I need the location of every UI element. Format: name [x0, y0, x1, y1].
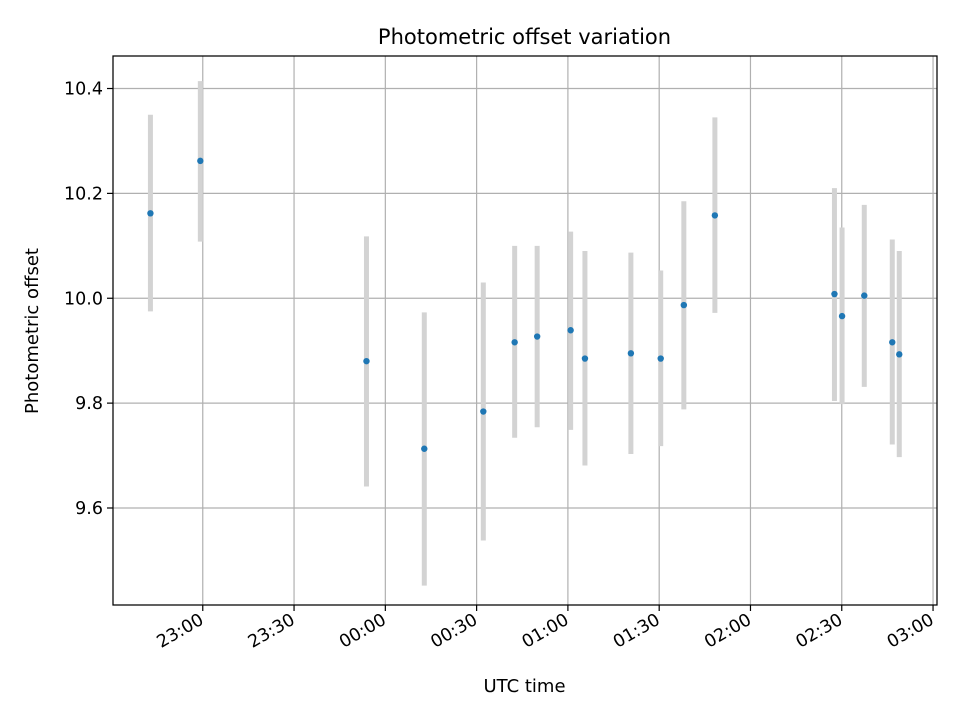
data-point	[711, 212, 719, 219]
data-point	[197, 157, 204, 165]
data-point	[581, 355, 589, 362]
data-point	[831, 290, 838, 298]
markers	[147, 157, 903, 452]
x-axis-label: UTC time	[483, 676, 565, 697]
data-point	[657, 355, 664, 362]
data-point	[363, 357, 370, 365]
data-point	[533, 333, 541, 340]
plot-frame	[112, 55, 938, 606]
y-axis-label: Photometric offset	[22, 248, 43, 414]
y-axis: 9.6 9.8 10.0 10.2 10.4	[64, 80, 113, 519]
data-point	[421, 445, 428, 452]
chart-title: Photometric offset variation	[378, 25, 671, 49]
y-tick-label: 9.6	[75, 499, 103, 519]
data-point	[889, 339, 896, 346]
y-tick-label: 9.8	[75, 394, 103, 414]
data-point	[896, 351, 903, 358]
data-point	[861, 292, 868, 299]
data-point	[147, 210, 154, 217]
data-point	[567, 327, 574, 334]
data-point	[838, 312, 846, 320]
y-tick-label: 10.0	[64, 289, 103, 309]
y-tick-label: 10.4	[64, 80, 103, 100]
data-point	[680, 301, 688, 309]
data-point	[480, 408, 487, 415]
y-tick-label: 10.2	[64, 184, 103, 204]
data-point	[511, 339, 518, 346]
data-point	[627, 350, 635, 357]
